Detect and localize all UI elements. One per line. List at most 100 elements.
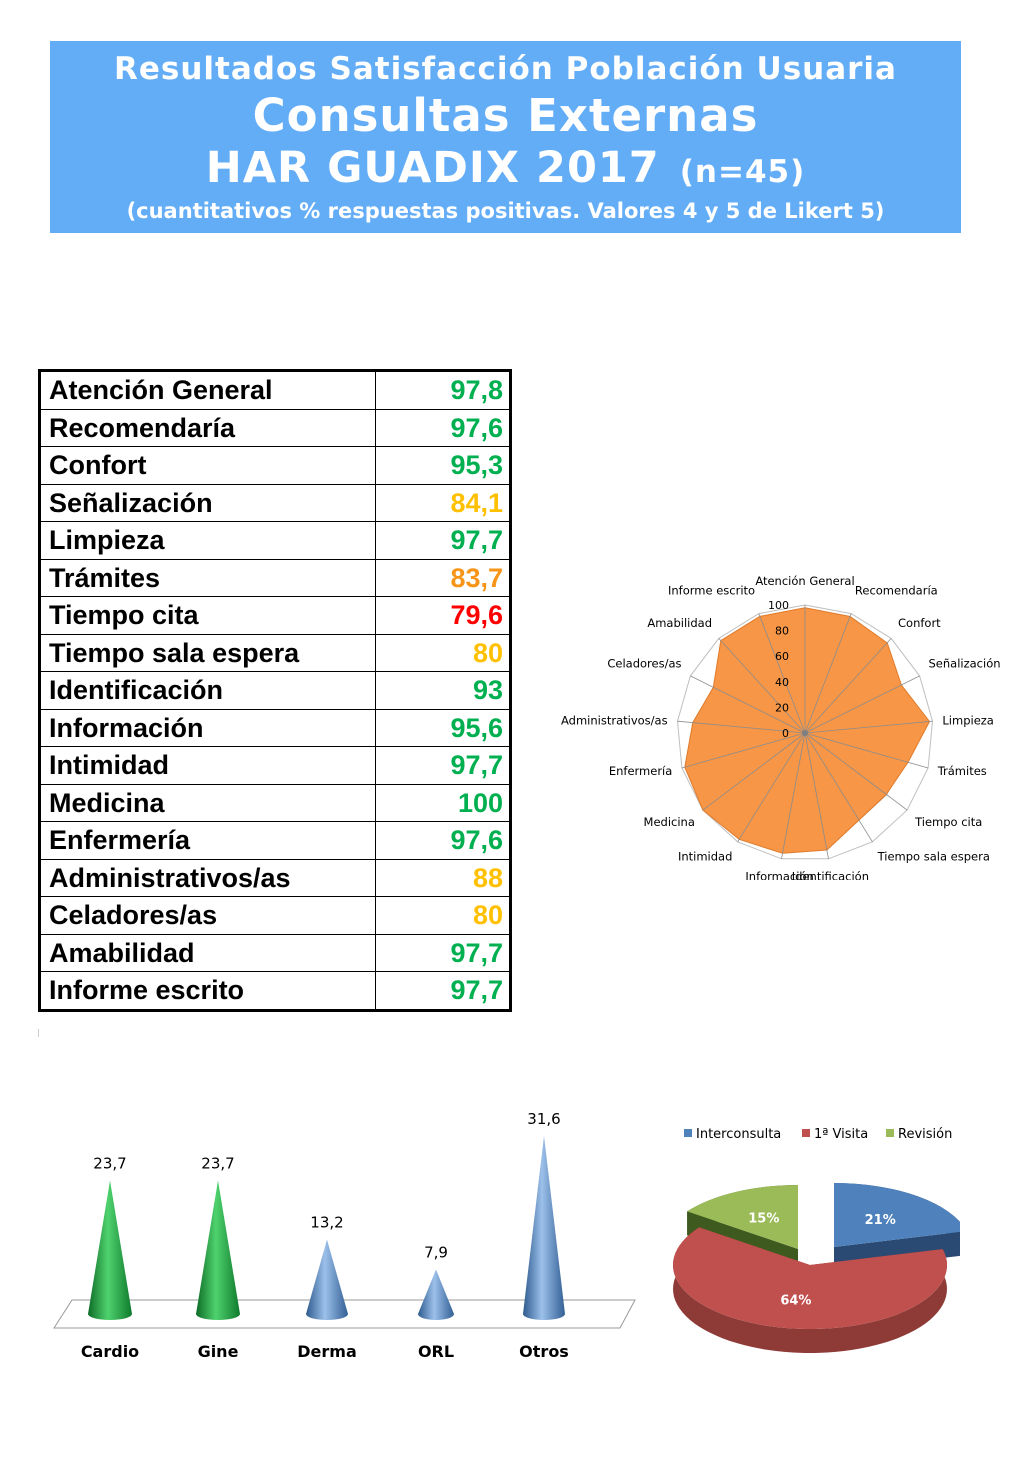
radar-axis-label: Informe escrito [668, 583, 755, 597]
pie-slice [834, 1183, 960, 1247]
table-row: Identificación 93 [39, 671, 511, 710]
radar-axis-label: Celadores/as [607, 657, 681, 671]
radar-spoke [804, 732, 908, 811]
pie-body: 15% 21% 64% [673, 1183, 960, 1353]
radar-axis-label: Identificación [792, 870, 869, 880]
row-value: 84,1 [375, 483, 511, 522]
radar-spoke [781, 732, 806, 859]
row-label: Señalización [39, 483, 376, 522]
table-row: Información 95,6 [39, 708, 511, 747]
cone-value-label: 23,7 [93, 1155, 126, 1173]
row-label: Enfermería [39, 821, 376, 860]
radar-axis-label: Administrativos/as [561, 713, 668, 727]
row-label: Trámites [39, 558, 376, 597]
pie-chart: Interconsulta 1ª Visita Revisión 15% 21% 64% [673, 1127, 960, 1353]
header-hospital: HAR GUADIX 2017 [205, 143, 660, 193]
radar-axis-label: Confort [898, 616, 941, 630]
radar-spoke [718, 638, 806, 734]
pie-slice [673, 1227, 947, 1329]
score-table: Atención General 97,8 Recomendaría 97,6 Conf… [38, 369, 512, 1012]
row-label: Información [39, 708, 376, 747]
table-row: Medicina 100 [39, 783, 511, 822]
table-gridline [38, 1029, 513, 1037]
row-value: 93 [375, 671, 511, 710]
pie-legend-label: Revisión [898, 1127, 952, 1142]
row-label: Intimidad [39, 746, 376, 785]
table-row: Señalización 84,1 [39, 483, 511, 522]
radar-axis-label: Enfermería [609, 764, 672, 778]
cone-bar [306, 1239, 348, 1320]
radar-axis-label: Información [745, 870, 813, 880]
row-label: Informe escrito [39, 971, 376, 1011]
radar-spoke [804, 732, 929, 769]
radar-tick-label: 20 [775, 701, 789, 714]
row-value: 80 [375, 896, 511, 935]
table-row: Celadores/as 80 [39, 896, 511, 935]
row-value: 97,8 [375, 370, 511, 410]
table-row: Limpieza 97,7 [39, 521, 511, 560]
radar-axis-label: Recomendaría [855, 583, 938, 597]
table-row: Confort 95,3 [39, 446, 511, 485]
header-banner: Resultados Satisfacción Población Usuari… [50, 41, 961, 233]
header-note: (cuantitativos % respuestas positivas. V… [126, 199, 885, 223]
radar-axis-label: Señalización [929, 657, 1001, 671]
radar-axis-label: Amabilidad [647, 616, 712, 630]
radar-tick-label: 80 [775, 625, 789, 638]
radar-tick-label: 60 [775, 650, 789, 663]
row-label: Amabilidad [39, 933, 376, 972]
cone-category-label: Otros [519, 1342, 569, 1361]
radar-center [802, 730, 808, 736]
pie-slice [687, 1185, 798, 1249]
row-value: 88 [375, 858, 511, 897]
radar-spoke [804, 638, 892, 734]
row-value: 79,6 [375, 596, 511, 635]
radar-spoke [681, 732, 806, 769]
pie-legend-label: Interconsulta [696, 1127, 781, 1142]
table-row: Enfermería 97,6 [39, 821, 511, 860]
cone-value-label: 23,7 [201, 1155, 234, 1173]
row-label: Atención General [39, 370, 376, 410]
radar-spoke [804, 613, 852, 734]
radar-axis-label: Medicina [644, 815, 695, 829]
pie-slice-label: 64% [780, 1294, 811, 1309]
row-value: 100 [375, 783, 511, 822]
radar-tick-label: 100 [768, 599, 789, 612]
pie-legend-swatch [802, 1129, 810, 1137]
radar-axis-label: Intimidad [678, 849, 732, 863]
table-row: Atención General 97,8 [39, 370, 511, 410]
radar-spoke [702, 732, 806, 811]
row-label: Administrativos/as [39, 858, 376, 897]
row-value: 97,7 [375, 746, 511, 785]
radar-spoke [690, 675, 806, 734]
row-value: 83,7 [375, 558, 511, 597]
radar-chart: 0 20 40 60 80 100 Atención GeneralRecomendarí… [561, 574, 1001, 880]
row-label: Tiempo cita [39, 596, 376, 635]
header-subtitle: Consultas Externas [252, 89, 759, 142]
pie-slice-label: 15% [748, 1212, 779, 1227]
pie-legend: Interconsulta 1ª Visita Revisión [684, 1127, 952, 1142]
radar-axis-label: Trámites [937, 764, 987, 778]
cone-bar [88, 1180, 132, 1320]
pie-legend-swatch [886, 1129, 894, 1137]
row-value: 97,7 [375, 933, 511, 972]
cone-value-label: 13,2 [310, 1214, 343, 1232]
radar-tick-label: 40 [775, 676, 789, 689]
table-row: Administrativos/as 88 [39, 858, 511, 897]
radar-tick-label: 0 [782, 727, 789, 740]
pie-slice-side [673, 1227, 947, 1353]
cone-category-label: Derma [297, 1342, 357, 1361]
radar-axis-label: Tiempo cita [914, 815, 982, 829]
radar-spoke [804, 675, 920, 734]
radar-axis-label: Atención General [755, 574, 854, 588]
header-title: Resultados Satisfacción Población Usuari… [114, 51, 897, 87]
cone-category-label: ORL [418, 1342, 454, 1361]
row-label: Recomendaría [39, 408, 376, 447]
cone-category-label: Gine [198, 1342, 239, 1361]
pie-slice-label: 21% [865, 1213, 896, 1228]
cone-bar-chart: 23,7 Cardio 23,7 Gine 13,2 Derma 7,9 ORL 31,6 Otr… [53, 1110, 636, 1361]
radar-axis-label: Limpieza [942, 713, 993, 727]
table-row: Amabilidad 97,7 [39, 933, 511, 972]
radar-spoke [758, 613, 806, 734]
radar-spoke [677, 720, 806, 734]
